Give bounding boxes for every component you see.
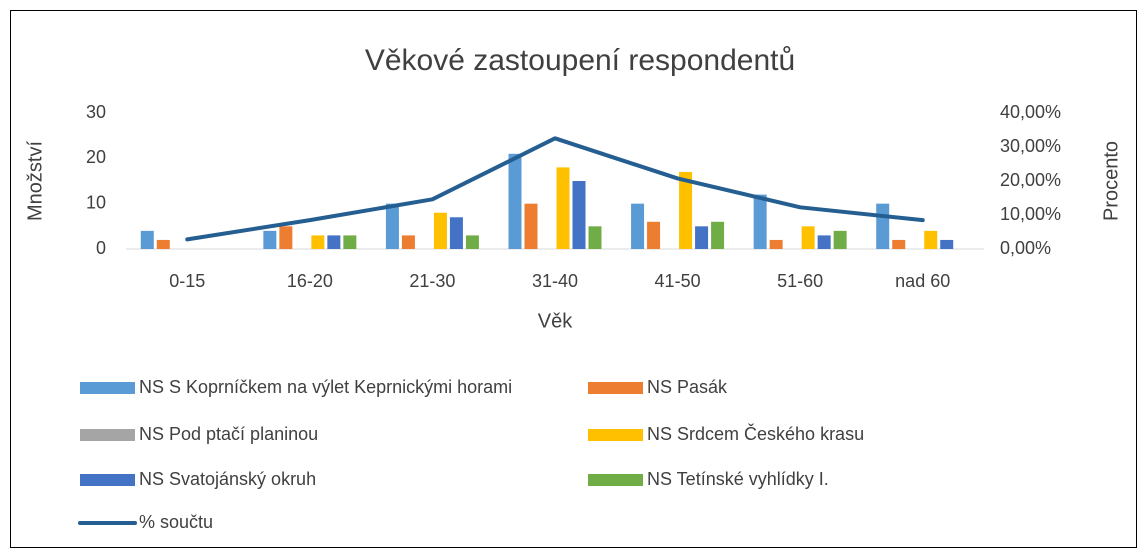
bar [385, 203, 399, 249]
bar [449, 217, 463, 249]
y-tick-label: 20 [86, 147, 106, 167]
bar [769, 239, 783, 249]
bar [572, 181, 586, 249]
bar [711, 221, 725, 249]
bar [156, 239, 170, 249]
y2-tick-label: 40,00% [1000, 102, 1061, 122]
bar [343, 235, 357, 249]
x-tick-label: 31-40 [532, 271, 578, 291]
legend-swatch [588, 474, 643, 486]
bar [465, 235, 479, 249]
bar [433, 212, 447, 249]
chart-title: Věkové zastoupení respondentů [365, 44, 795, 77]
bar [833, 230, 847, 249]
legend-label: NS Srdcem Českého krasu [647, 423, 864, 444]
x-tick-label: 0-15 [169, 271, 205, 291]
y2-tick-label: 10,00% [1000, 204, 1061, 224]
bar [588, 226, 602, 249]
x-tick-label: 41-50 [655, 271, 701, 291]
y-tick-label: 0 [96, 238, 106, 258]
legend-label: NS Pasák [647, 377, 728, 397]
bar [876, 203, 890, 249]
x-tick-label: 51-60 [777, 271, 823, 291]
bar [753, 194, 767, 249]
y-axis-label: Množství [24, 141, 46, 221]
y-tick-label: 10 [86, 192, 106, 212]
bar [631, 203, 645, 249]
y2-tick-label: 30,00% [1000, 136, 1061, 156]
bar [401, 235, 415, 249]
x-tick-label: 16-20 [287, 271, 333, 291]
bar [924, 230, 938, 249]
legend-swatch [588, 429, 643, 441]
bar [140, 230, 154, 249]
bar [327, 235, 341, 249]
bar [647, 221, 661, 249]
bar [508, 153, 522, 249]
legend-label: NS Tetínské vyhlídky I. [647, 469, 829, 489]
bar [817, 235, 831, 249]
x-axis-label: Věk [538, 310, 573, 332]
bar [892, 239, 906, 249]
bar [940, 239, 954, 249]
legend-label: NS Svatojánský okruh [139, 469, 316, 489]
legend-swatch [80, 382, 135, 394]
x-tick-label: nad 60 [895, 271, 950, 291]
bar [263, 230, 277, 249]
bar [801, 226, 815, 249]
legend-swatch [80, 474, 135, 486]
legend-swatch [588, 382, 643, 394]
bar [524, 203, 538, 249]
y2-tick-label: 20,00% [1000, 170, 1061, 190]
y2-tick-label: 0,00% [1000, 238, 1051, 258]
bar [695, 226, 709, 249]
bar [279, 226, 293, 249]
bar [556, 167, 570, 249]
chart-frame [10, 10, 1137, 548]
x-tick-label: 21-30 [409, 271, 455, 291]
legend-label: NS Pod ptačí planinou [139, 424, 318, 444]
legend-label: % součtu [139, 512, 213, 532]
y2-axis-label: Procento [1100, 141, 1122, 221]
bar [679, 171, 693, 249]
y-tick-label: 30 [86, 102, 106, 122]
line [185, 136, 925, 242]
legend-label: NS S Koprníčkem na výlet Keprnickými hor… [139, 377, 512, 397]
legend-swatch [80, 429, 135, 441]
bar [311, 235, 325, 249]
